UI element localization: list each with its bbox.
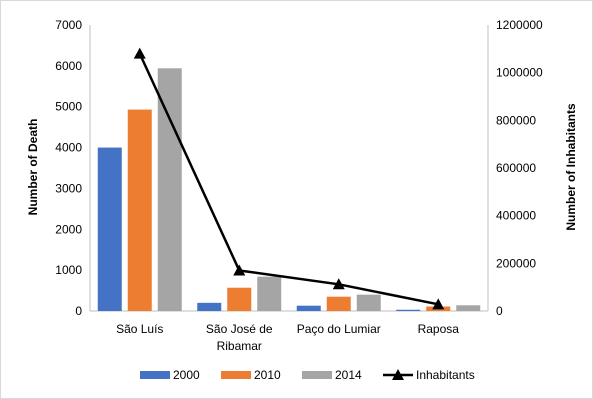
y-tick-label: 4000 <box>55 141 82 155</box>
bar-2000 <box>197 302 222 311</box>
legend: 2000 2010 2014 Inhabitants <box>140 368 475 382</box>
y-tick-label: 6000 <box>55 59 82 73</box>
line-inhabitants <box>138 53 439 306</box>
y2-axis-title: Number of Inhabitants <box>564 103 578 231</box>
category-label: Paço do Lumiar <box>297 322 381 336</box>
plot-area: 0 1000 2000 3000 4000 5000 6000 7000 0 200000 4000… <box>55 18 543 353</box>
bar-2014 <box>456 305 481 311</box>
y-axis-title: Number of Death <box>26 119 40 216</box>
legend-swatch-2014 <box>302 371 332 379</box>
legend-label: 2014 <box>335 368 362 382</box>
legend-swatch-2000 <box>140 371 170 379</box>
marker-inhabitants <box>233 264 246 276</box>
y-tick-label: 5000 <box>55 100 82 114</box>
bar-2010 <box>326 296 351 311</box>
y2-tick-label: 1000000 <box>496 66 543 80</box>
y-tick-label: 7000 <box>55 18 82 32</box>
legend-label: 2010 <box>254 368 281 382</box>
bar-2000 <box>396 309 421 311</box>
y-tick-label: 2000 <box>55 222 82 236</box>
legend-label: 2000 <box>173 368 200 382</box>
y2-tick-label: 0 <box>496 304 503 318</box>
bar-2010 <box>227 287 252 311</box>
legend-label: Inhabitants <box>416 368 475 382</box>
y-tick-label: 0 <box>75 304 82 318</box>
y2-tick-label: 400000 <box>496 209 536 223</box>
bar-2014 <box>356 294 381 311</box>
marker-inhabitants <box>332 278 345 290</box>
y-tick-label: 3000 <box>55 181 82 195</box>
legend-marker-triangle <box>392 369 404 380</box>
y2-tick-label: 200000 <box>496 256 536 270</box>
bar-2000 <box>296 305 321 311</box>
marker-inhabitants <box>432 298 445 310</box>
y2-tick-label: 800000 <box>496 113 536 127</box>
bar-2014 <box>257 276 282 311</box>
marker-inhabitants <box>133 47 146 59</box>
category-label: São Luís <box>116 322 163 336</box>
category-label: São José de <box>206 322 273 336</box>
bar-2010 <box>127 109 152 312</box>
y2-tick-label: 600000 <box>496 161 536 175</box>
legend-swatch-2010 <box>221 371 251 379</box>
y-tick-label: 1000 <box>55 263 82 277</box>
bar-2000 <box>97 147 122 311</box>
category-label: Raposa <box>418 322 460 336</box>
y2-tick-label: 1200000 <box>496 18 543 32</box>
category-label: Ribamar <box>217 339 262 353</box>
bar-2014 <box>157 68 182 312</box>
